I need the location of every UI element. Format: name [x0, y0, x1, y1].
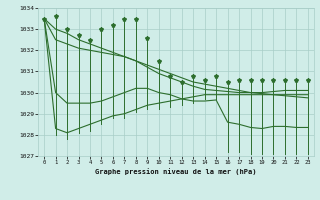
X-axis label: Graphe pression niveau de la mer (hPa): Graphe pression niveau de la mer (hPa) [95, 168, 257, 175]
